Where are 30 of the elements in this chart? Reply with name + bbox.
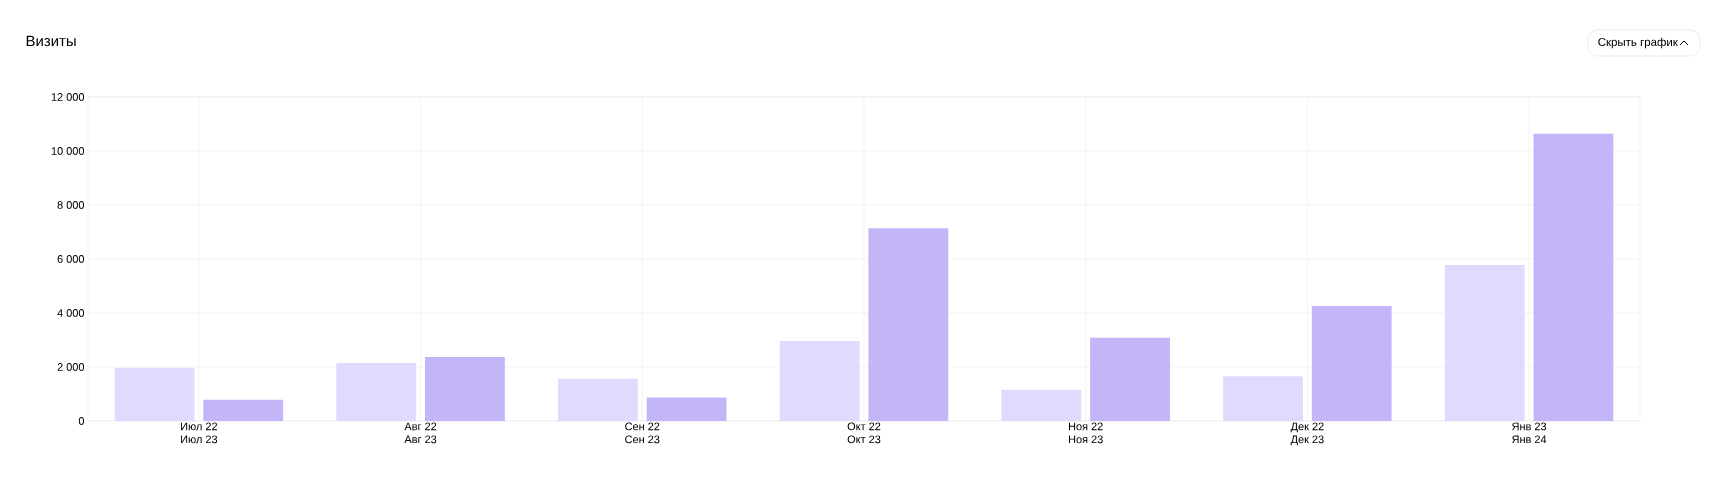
y-tick-label: 4 000 xyxy=(57,309,85,317)
x-tick-label: Дек 22 Дек 23 xyxy=(1290,422,1324,446)
bar xyxy=(646,397,727,421)
bar xyxy=(1223,376,1303,421)
bar xyxy=(868,228,949,421)
bar xyxy=(1090,337,1170,421)
y-tick-label: 10 000 xyxy=(51,147,85,155)
bar xyxy=(1444,264,1525,421)
bar xyxy=(779,341,860,421)
y-tick-label: 2 000 xyxy=(57,363,85,371)
x-tick-label: Авг 22 Авг 23 xyxy=(404,422,437,444)
x-tick-label: Сен 22 Сен 23 xyxy=(625,422,660,444)
bar xyxy=(425,357,505,421)
bar xyxy=(203,399,284,421)
text: Скрыть график xyxy=(1598,37,1678,49)
bar xyxy=(558,378,638,421)
y-tick-label: 8 000 xyxy=(57,201,85,209)
bar xyxy=(114,367,195,421)
x-tick-label: Ноя 22 Ноя 23 xyxy=(1069,422,1103,444)
y-tick-label: 6 000 xyxy=(57,255,85,263)
y-tick-label: 12 000 xyxy=(51,93,85,101)
bar xyxy=(1001,389,1082,421)
x-tick-label: Июл 22 Июл 23 xyxy=(181,422,218,444)
bar xyxy=(1311,305,1392,421)
y-tick-label: 0 xyxy=(78,417,85,425)
x-tick-label: Окт 22 Окт 23 xyxy=(847,422,881,444)
chart-title: Визиты xyxy=(26,35,76,47)
x-tick-label: Янв 23 Янв 24 xyxy=(1512,422,1547,444)
bar xyxy=(336,362,417,421)
bar xyxy=(1533,133,1614,421)
